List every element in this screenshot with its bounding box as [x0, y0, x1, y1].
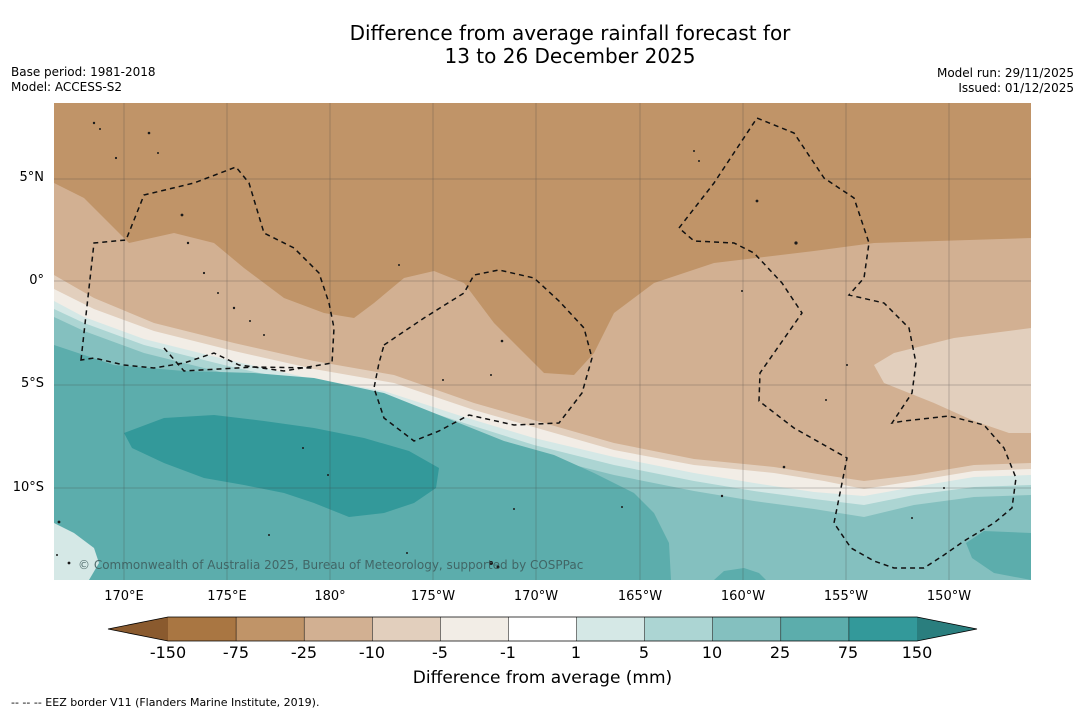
- title-line-1: Difference from average rainfall forecas…: [349, 21, 791, 45]
- band-minus5-east: [874, 328, 1031, 433]
- cb-tick-label: 150: [901, 643, 933, 662]
- cb-tick-label: -75: [222, 643, 250, 662]
- eez-borders: [80, 117, 1017, 569]
- colorbar-swatch: [236, 617, 305, 641]
- colorbar-swatch: [848, 617, 918, 641]
- cb-tick-label: 5: [638, 643, 650, 662]
- colorbar-swatch: [372, 617, 441, 641]
- model-name: Model: ACCESS-S2: [11, 80, 123, 94]
- lon-label-165w: 165°W: [617, 589, 663, 604]
- meta-right: Model run: 29/11/2025 Issued: 01/12/2025: [937, 66, 1074, 96]
- lon-label-175w: 175°W: [410, 589, 456, 604]
- band-minus25-north: [54, 103, 1031, 375]
- meta-left: Base period: 1981-2018 Model: ACCESS-S2: [11, 65, 156, 95]
- map-canvas: [54, 103, 1031, 580]
- lon-label-160w: 160°W: [720, 589, 766, 604]
- graticule: [54, 103, 1031, 580]
- colorbar-extend-low: [108, 617, 168, 641]
- colorbar-swatch: [304, 617, 373, 641]
- colorbar-swatches: [108, 617, 977, 641]
- lon-label-180: 180°: [314, 589, 346, 604]
- eez-tuvalu: [163, 347, 315, 372]
- colorbar-swatch: [508, 617, 578, 641]
- colorbar-outline: [107, 616, 978, 642]
- cb-tick-label: 1: [570, 643, 582, 662]
- eez-legend-note: -- -- -- EEZ border V11 (Flanders Marine…: [11, 696, 320, 709]
- colorbar-swatch: [168, 617, 237, 641]
- base-period: Base period: 1981-2018: [11, 65, 156, 79]
- colorbar-title: Difference from average (mm): [412, 668, 673, 688]
- lon-label-150w: 150°W: [926, 589, 972, 604]
- model-run: Model run: 29/11/2025: [936, 66, 1074, 80]
- lat-label-5n: 5°N: [19, 170, 45, 185]
- eez-tokelau: [373, 269, 593, 442]
- colorbar-swatch: [780, 617, 850, 641]
- lon-label-170e: 170°E: [104, 589, 144, 604]
- cb-tick-label: 10: [701, 643, 723, 662]
- colorbar-swatch: [576, 617, 646, 641]
- lat-label-0: 0°: [29, 273, 44, 288]
- title-line-2: 13 to 26 December 2025: [444, 44, 696, 68]
- cb-tick-label: 75: [837, 643, 859, 662]
- cb-tick-label: -10: [358, 643, 386, 662]
- band-plus75-east: [966, 531, 1031, 580]
- band-plus75-small: [714, 568, 766, 580]
- colorbar-extend-high: [917, 617, 977, 641]
- band-plus150: [124, 415, 439, 517]
- issued-date: Issued: 01/12/2025: [958, 81, 1074, 95]
- band-plus5-sw: [54, 523, 99, 580]
- colorbar-swatch: [644, 617, 714, 641]
- rainfall-map[interactable]: [54, 103, 1031, 580]
- lon-label-170w: 170°W: [513, 589, 559, 604]
- lat-label-10s: 10°S: [12, 480, 44, 495]
- map-title: Difference from average rainfall forecas…: [0, 22, 1085, 68]
- cb-tick-label: -5: [432, 643, 448, 662]
- cb-tick-label: -1: [500, 643, 516, 662]
- colorbar-swatch: [440, 617, 509, 641]
- eez-kiribati-gilbert: [80, 166, 335, 372]
- lon-label-175e: 175°E: [207, 589, 247, 604]
- lat-label-5s: 5°S: [20, 376, 44, 391]
- copyright-notice: © Commonwealth of Australia 2025, Bureau…: [78, 558, 584, 572]
- band-minus1: [54, 289, 1031, 500]
- cb-tick-label: 25: [769, 643, 791, 662]
- colorbar-swatch: [712, 617, 782, 641]
- lon-label-155w: 155°W: [823, 589, 869, 604]
- cb-tick-label: -25: [290, 643, 318, 662]
- islands: [56, 121, 945, 569]
- eez-line-islands: [677, 117, 1017, 569]
- cb-tick-label: -150: [149, 643, 187, 662]
